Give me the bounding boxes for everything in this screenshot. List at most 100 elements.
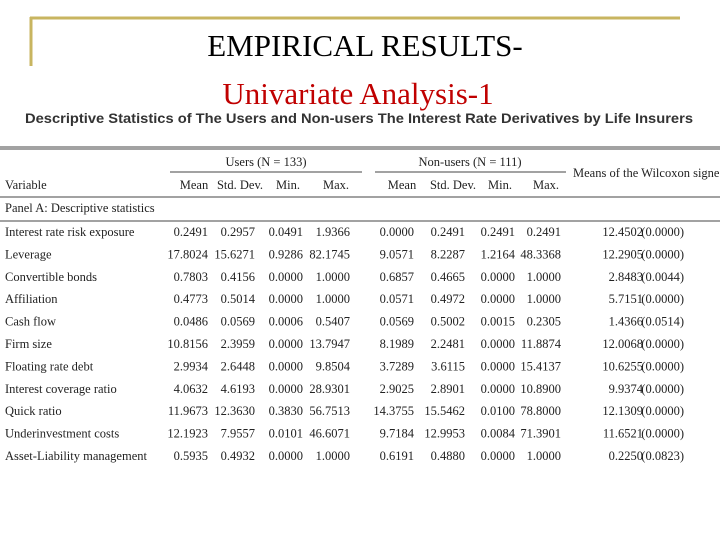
panel-label: Panel A: Descriptive statistics <box>5 201 155 215</box>
table-cell: 0.0000 <box>269 337 303 351</box>
table-cell: 0.0000 <box>481 270 515 284</box>
table-cell: (0.0000) <box>641 404 684 418</box>
table-cell: 0.0000 <box>269 359 303 373</box>
table-cell: (0.0000) <box>641 247 684 261</box>
table-cell: 1.2164 <box>481 247 516 261</box>
table-cell: 15.4137 <box>520 359 561 373</box>
table-cell: 9.7184 <box>380 427 415 441</box>
table-cell: 8.1989 <box>380 337 414 351</box>
table-cell: 2.9025 <box>380 382 414 396</box>
column-header: Mean <box>180 178 209 192</box>
table-cell: 3.6115 <box>431 359 465 373</box>
table-cell: 4.6193 <box>221 382 255 396</box>
table-caption: Descriptive Statistics of The Users and … <box>25 110 693 126</box>
table-cell: 48.3368 <box>520 247 561 261</box>
table-cell: 0.0569 <box>221 315 255 329</box>
column-header: Max. <box>323 178 349 192</box>
table-cell: 0.7803 <box>174 270 208 284</box>
column-header: Min. <box>276 178 300 192</box>
variable-name: Cash flow <box>5 315 56 329</box>
table-cell: 0.0000 <box>269 449 303 463</box>
table-cell: 1.0000 <box>527 292 561 306</box>
table-cell: 2.6448 <box>221 359 255 373</box>
table-cell: 0.0084 <box>481 427 516 441</box>
table-cell: 0.3830 <box>269 404 303 418</box>
table-cell: 14.3755 <box>373 404 414 418</box>
table-cell: 11.8874 <box>521 337 562 351</box>
table-cell: 8.2287 <box>431 247 465 261</box>
variable-name: Interest rate risk exposure <box>5 225 135 239</box>
table-cell: 78.8000 <box>520 404 561 418</box>
table-cell: 0.0569 <box>380 315 414 329</box>
table-cell: 2.2481 <box>431 337 465 351</box>
variable-name: Leverage <box>5 247 52 261</box>
table-cell: 9.9374 <box>609 382 644 396</box>
table-cell: 1.4366 <box>609 315 643 329</box>
table-cell: 0.0100 <box>481 404 515 418</box>
table-cell: 0.4880 <box>431 449 465 463</box>
column-header: Std. Dev. <box>217 178 263 192</box>
table-cell: 2.9934 <box>174 359 209 373</box>
table-cell: 9.8504 <box>316 359 351 373</box>
variable-name: Convertible bonds <box>5 270 97 284</box>
table-cell: 0.4665 <box>431 270 465 284</box>
table-cell: 0.2491 <box>481 225 515 239</box>
table-cell: (0.0000) <box>641 225 684 239</box>
table-cell: 0.0486 <box>174 315 208 329</box>
table: Users (N = 133) Non-users (N = 111) Mean… <box>0 146 720 463</box>
table-cell: 12.4502 <box>602 225 643 239</box>
table-cell: 0.5935 <box>174 449 208 463</box>
table-cell: 0.6857 <box>380 270 414 284</box>
table-cell: 15.6271 <box>214 247 255 261</box>
table-cell: 82.1745 <box>309 247 350 261</box>
table-cell: 12.1923 <box>167 427 208 441</box>
table-cell: 0.4156 <box>221 270 255 284</box>
variable-name: Underinvestment costs <box>5 427 119 441</box>
table-cell: 0.0000 <box>481 359 515 373</box>
table-cell: 0.2491 <box>527 225 561 239</box>
table-cell: 56.7513 <box>309 404 350 418</box>
group-header: Means of the Wilcoxon signed-rank tes <box>573 166 720 180</box>
table-cell: 0.0571 <box>380 292 414 306</box>
table-cell: 0.0000 <box>481 337 515 351</box>
table-cell: 0.9286 <box>269 247 303 261</box>
table-cell: 1.0000 <box>316 449 350 463</box>
variable-name: Quick ratio <box>5 404 62 418</box>
table-cell: 9.0571 <box>380 247 414 261</box>
table-cell: 0.2305 <box>527 315 561 329</box>
table-cell: 0.6191 <box>380 449 414 463</box>
table-cell: 5.7151 <box>609 292 643 306</box>
column-header: Std. Dev. <box>430 178 476 192</box>
table-cell: 46.6071 <box>309 427 350 441</box>
table-cell: 17.8024 <box>167 247 208 261</box>
group-header: Non-users (N = 111) <box>419 155 522 169</box>
table-cell: 0.0015 <box>481 315 515 329</box>
variable-name: Floating rate debt <box>5 359 94 373</box>
table-cell: (0.0000) <box>641 382 684 396</box>
table-cell: 11.9673 <box>168 404 208 418</box>
variable-name: Affiliation <box>5 292 58 306</box>
table-cell: 10.6255 <box>602 359 643 373</box>
column-header: Min. <box>488 178 512 192</box>
table-cell: 12.0068 <box>602 337 643 351</box>
subtitle: Univariate Analysis-1 <box>222 76 493 111</box>
table-cell: 11.6521 <box>603 427 643 441</box>
table-cell: 0.5407 <box>316 315 350 329</box>
column-header: Max. <box>533 178 559 192</box>
variable-name: Interest coverage ratio <box>5 382 117 396</box>
table-cell: 1.0000 <box>527 449 561 463</box>
table-cell: 10.8900 <box>520 382 561 396</box>
table-cell: 1.0000 <box>316 292 350 306</box>
table-cell: 0.0000 <box>481 292 515 306</box>
column-header: Variable <box>5 178 47 192</box>
table-cell: 12.9953 <box>424 427 465 441</box>
table-cell: 2.8901 <box>431 382 465 396</box>
table-cell: (0.0823) <box>641 449 684 463</box>
table-cell: 0.0000 <box>269 270 303 284</box>
table-cell: 0.5014 <box>221 292 256 306</box>
table-cell: 0.0000 <box>269 292 303 306</box>
table-cell: (0.0000) <box>641 337 684 351</box>
table-cell: 12.2905 <box>602 247 643 261</box>
variable-name: Firm size <box>5 337 52 351</box>
